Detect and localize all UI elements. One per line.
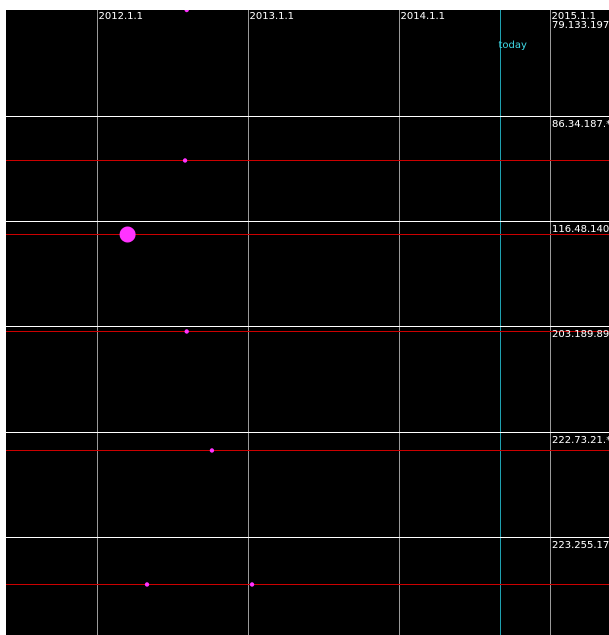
row-ip-label: 223.255.179 — [552, 540, 609, 551]
event-dot[interactable] — [249, 582, 255, 587]
today-label: today — [499, 40, 528, 51]
year-label-3: 2014.1.1 — [401, 11, 446, 22]
row-ip-label: 203.189.89.1 — [552, 329, 609, 340]
year-label-4: 2015.1.1 — [552, 11, 597, 22]
event-dot[interactable] — [144, 582, 150, 587]
year-label-2: 2013.1.1 — [250, 11, 295, 22]
top-strip — [0, 0, 609, 10]
event-dot[interactable] — [184, 10, 189, 13]
event-dot[interactable] — [209, 448, 215, 453]
row-ip-label: 86.34.187.* — [552, 119, 609, 130]
event-dot[interactable] — [182, 158, 188, 163]
year-label-1: 2012.1.1 — [99, 11, 144, 22]
event-dot[interactable] — [184, 329, 189, 334]
row-ip-label: 116.48.140.1 — [552, 224, 609, 235]
timeline-canvas[interactable]: 2012.1.1 2013.1.1 2014.1.1 2015.1.1 today 79.… — [6, 10, 609, 635]
row-ip-label: 79.133.197.1 — [552, 20, 609, 31]
row-ip-label: 222.73.21.* — [552, 435, 609, 446]
event-dot[interactable] — [119, 226, 136, 243]
timeline-plot[interactable]: 2012.1.1 2013.1.1 2014.1.1 2015.1.1 today 79.… — [6, 10, 609, 635]
